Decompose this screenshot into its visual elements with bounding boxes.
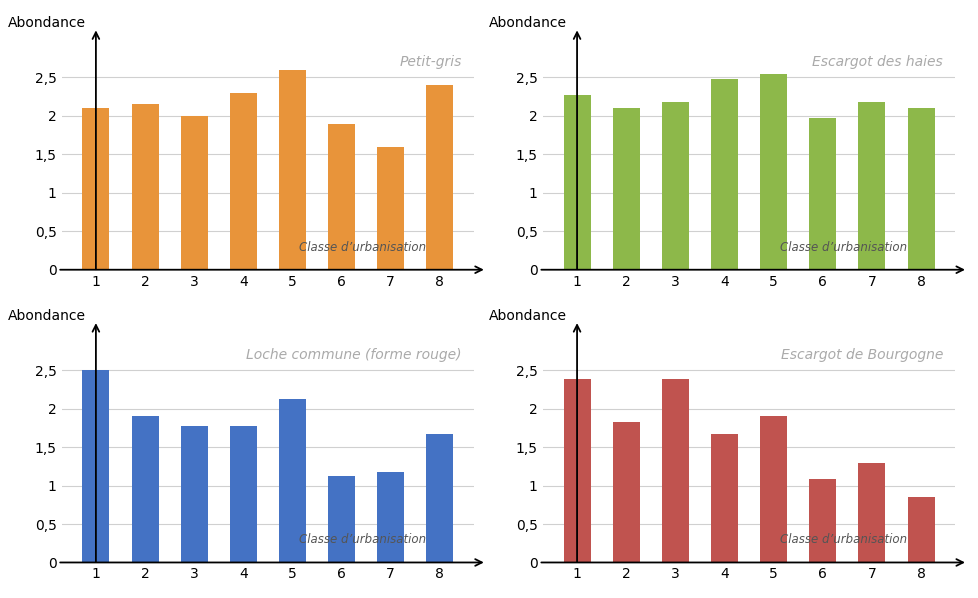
Bar [563,95,590,270]
Text: Abondance: Abondance [488,309,566,322]
Bar [181,116,207,270]
Bar [907,108,934,270]
Bar [328,475,355,563]
Bar [858,102,884,270]
Bar [181,426,207,563]
Bar [563,380,590,563]
Text: Abondance: Abondance [8,309,86,322]
Text: Escargot de Bourgogne: Escargot de Bourgogne [779,348,942,362]
Bar [710,434,737,563]
Text: Abondance: Abondance [8,16,86,30]
Bar [710,79,737,270]
Bar [279,70,306,270]
Bar [759,416,786,563]
Bar [809,480,835,563]
Text: Classe d’urbanisation: Classe d’urbanisation [299,533,426,547]
Text: Classe d’urbanisation: Classe d’urbanisation [779,240,907,254]
Bar [907,497,934,563]
Bar [612,422,639,563]
Bar [426,85,453,270]
Text: Abondance: Abondance [488,16,566,30]
Bar [612,108,639,270]
Bar [661,380,689,563]
Bar [279,399,306,563]
Bar [131,416,158,563]
Bar [661,102,689,270]
Bar [809,118,835,270]
Bar [426,434,453,563]
Bar [230,426,256,563]
Bar [377,147,404,270]
Bar [328,124,355,270]
Text: Classe d’urbanisation: Classe d’urbanisation [779,533,907,547]
Bar [82,108,110,270]
Bar [230,93,256,270]
Text: Loche commune (forme rouge): Loche commune (forme rouge) [246,348,462,362]
Bar [377,472,404,563]
Bar [82,370,110,563]
Text: Classe d’urbanisation: Classe d’urbanisation [299,240,426,254]
Text: Petit-gris: Petit-gris [399,55,462,69]
Bar [858,462,884,563]
Text: Escargot des haies: Escargot des haies [812,55,942,69]
Bar [759,74,786,270]
Bar [131,105,158,270]
